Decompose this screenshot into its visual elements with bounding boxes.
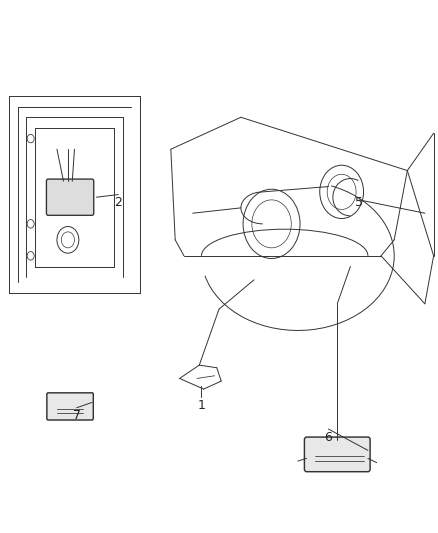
FancyBboxPatch shape: [47, 393, 93, 420]
Text: 6: 6: [325, 431, 332, 443]
Text: 2: 2: [114, 196, 122, 209]
FancyBboxPatch shape: [304, 437, 370, 472]
Text: 7: 7: [73, 409, 81, 422]
Text: 1: 1: [198, 399, 205, 411]
Text: 5: 5: [355, 196, 363, 209]
FancyBboxPatch shape: [46, 179, 94, 215]
